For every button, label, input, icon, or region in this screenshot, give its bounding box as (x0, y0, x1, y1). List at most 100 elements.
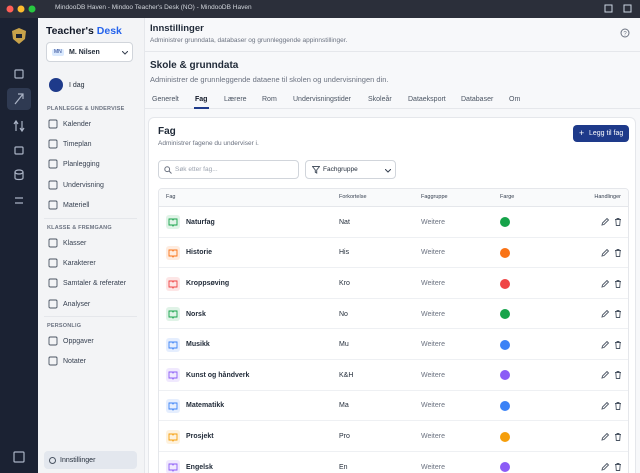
nav-item[interactable]: Kalender (63, 121, 92, 128)
edit-button[interactable] (600, 432, 610, 442)
color-swatch (500, 431, 510, 442)
book-icon (168, 402, 178, 411)
edit-button[interactable] (600, 279, 610, 289)
tab[interactable]: Databaser (461, 96, 494, 103)
column-header: Farge (500, 194, 515, 200)
today-link[interactable]: I dag (69, 82, 85, 89)
svg-text:?: ? (623, 32, 627, 38)
nav-icon (48, 336, 58, 346)
nav-item[interactable]: Klasser (63, 240, 87, 247)
delete-button[interactable] (613, 248, 623, 258)
nav-item[interactable]: Notater (63, 358, 86, 366)
nav-icon (48, 258, 58, 268)
subject-group: Weitere (421, 341, 445, 349)
nav-item[interactable]: Planlegging (63, 161, 100, 169)
column-header: Faggruppe (421, 194, 448, 200)
subject-icon (166, 368, 180, 383)
nav-icon (48, 299, 58, 309)
tab[interactable]: Generelt (152, 96, 179, 103)
add-plus: + (579, 127, 585, 138)
edit-button[interactable] (600, 370, 610, 380)
help-icon[interactable]: ? (620, 28, 630, 38)
edit-button[interactable] (600, 217, 610, 227)
book-icon (168, 463, 178, 473)
color-swatch (500, 309, 510, 320)
edit-button[interactable] (600, 309, 610, 319)
tab-bar: Generelt Fag Lærere Rom Undervisningstider Sk… (145, 91, 640, 109)
tab[interactable]: Undervisningstider (293, 96, 351, 103)
table-row (159, 329, 628, 360)
nav-item[interactable]: Karakterer (63, 260, 96, 268)
edit-button[interactable] (600, 401, 610, 411)
edit-button[interactable] (600, 462, 610, 472)
edit-button[interactable] (600, 340, 610, 350)
subject-abbr: En (339, 463, 348, 471)
section-heading: PLANLEGGE & UNDERVISE (47, 106, 125, 112)
nav-item[interactable]: Oppgaver (63, 338, 94, 345)
add-button-label: Legg til fag (589, 130, 624, 137)
subject-abbr: Nat (339, 218, 350, 226)
edit-button[interactable] (600, 248, 610, 258)
subject-icon (166, 215, 180, 230)
table-header (159, 189, 628, 207)
nav-item[interactable]: Timeplan (63, 141, 92, 149)
icon-rail (0, 18, 38, 473)
add-button[interactable]: Legg til fag + (573, 125, 629, 142)
delete-button[interactable] (613, 340, 623, 350)
subject-group: Weitere (421, 310, 445, 318)
subject-icon (166, 307, 180, 322)
color-swatch (500, 370, 510, 381)
card-subtitle: Administrer fagene du underviser i. (158, 140, 259, 147)
nav-item[interactable]: Undervisning (63, 181, 104, 189)
subject-icon (166, 337, 180, 352)
section-divider (44, 218, 137, 219)
chevron (385, 169, 391, 173)
delete-button[interactable] (613, 432, 623, 442)
page-subtitle: Administrer de grunnleggende dataene til… (150, 75, 389, 84)
subject-group: Weitere (421, 249, 445, 257)
tab[interactable]: Rom (262, 96, 277, 103)
tab[interactable]: Om (509, 96, 521, 103)
delete-button[interactable] (613, 279, 623, 289)
subject-icon (166, 245, 180, 260)
nav-item[interactable]: Materiell (63, 201, 90, 209)
tab[interactable]: Fag (195, 96, 208, 103)
delete-button[interactable] (613, 462, 623, 472)
table-row (159, 207, 628, 238)
header-divider (145, 51, 640, 52)
delete-button[interactable] (613, 370, 623, 380)
subject-icon (166, 429, 180, 444)
filter-label: Fachgruppe (323, 166, 358, 173)
table-row (159, 360, 628, 391)
today-icon (49, 78, 63, 92)
table-row (159, 268, 628, 299)
subject-name: Historie (186, 249, 213, 257)
tab[interactable]: Dataeksport (408, 96, 446, 103)
tab[interactable]: Skoleår (368, 96, 392, 103)
sidebar: Teacher's Desk MN M. Nilsen I dag Innsti… (38, 18, 145, 473)
delete-button[interactable] (613, 217, 623, 227)
tab[interactable]: Lærere (224, 96, 247, 103)
filter-icon (312, 166, 320, 174)
subjects-table: Fag Forkortelse Faggruppe Farge Handlinger Na… (158, 188, 629, 473)
column-header: Forkortelse (339, 194, 367, 200)
nav-item[interactable]: Analyser (63, 300, 91, 308)
nav-icon (48, 119, 58, 129)
tab-underline (194, 107, 209, 109)
subject-name: Musikk (186, 341, 210, 349)
delete-button[interactable] (613, 309, 623, 319)
nav-item[interactable]: Samtaler & referater (63, 280, 127, 288)
subject-name: Kroppsøving (186, 280, 230, 287)
filter-select[interactable]: Fachgruppe (305, 160, 396, 179)
subject-name: Norsk (186, 310, 206, 318)
book-icon (168, 341, 178, 350)
user-selector[interactable]: MN M. Nilsen (46, 42, 133, 62)
search-box[interactable]: Søk etter fag... (158, 160, 299, 179)
nav-icon (48, 159, 58, 169)
brand: Teacher's Desk (46, 26, 122, 37)
nav-icon (48, 278, 58, 288)
settings-item[interactable]: Innstillinger (44, 451, 137, 469)
table-row (159, 299, 628, 330)
delete-button[interactable] (613, 401, 623, 411)
window-controls (604, 4, 632, 13)
